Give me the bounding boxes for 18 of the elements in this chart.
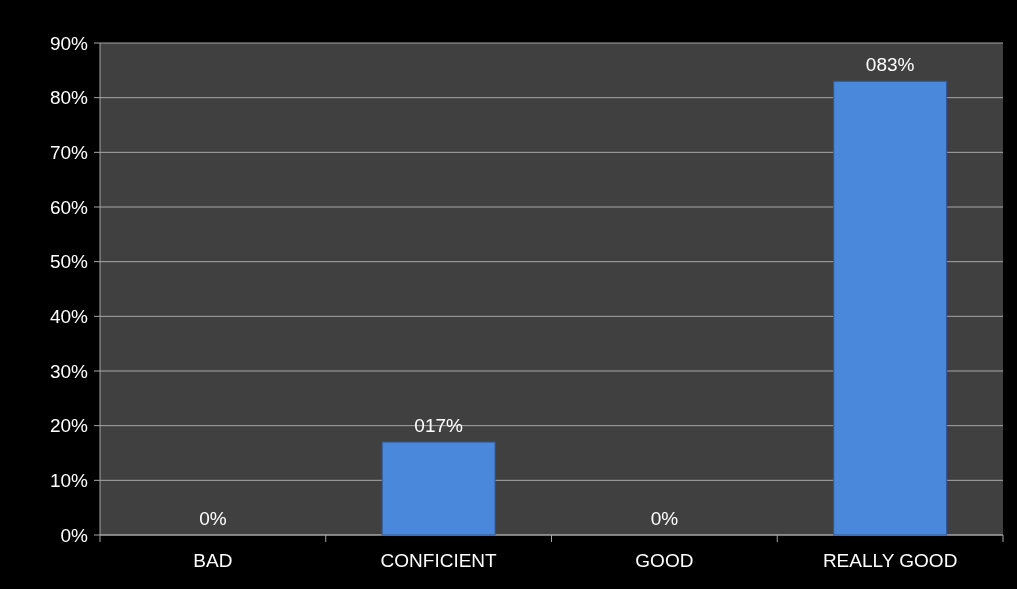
data-label: 0% [199, 508, 227, 529]
data-label: 017% [414, 415, 464, 437]
y-tick-label: 50% [49, 251, 89, 273]
y-tick-label: 30% [49, 360, 89, 382]
data-label: 0% [650, 508, 679, 529]
data-label: 083% [865, 54, 915, 76]
y-tick-label: 10% [49, 469, 89, 491]
y-tick-label: 80% [49, 87, 89, 109]
x-tick-label: BAD [193, 550, 233, 571]
x-tick-label: REALLY GOOD [822, 550, 958, 571]
y-tick-label: 90% [49, 32, 89, 54]
y-tick-label: 70% [49, 141, 89, 163]
y-tick-label: 60% [49, 196, 89, 218]
y-tick-label: 40% [49, 305, 89, 327]
y-tick-label: 20% [49, 415, 89, 437]
y-tick-label: 0% [60, 524, 89, 546]
x-tick-label: GOOD [635, 550, 694, 571]
x-tick-label: CONFICIENT [380, 550, 498, 571]
